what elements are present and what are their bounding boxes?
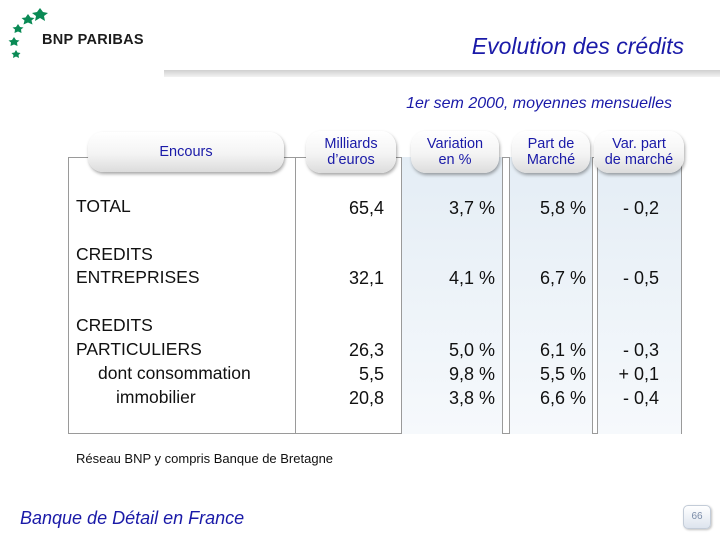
bnp-paribas-logo (8, 8, 48, 58)
variation-column (401, 157, 503, 434)
header-part-line1: Part de (527, 136, 575, 152)
row-particuliers-part-2: 5,5 % (539, 364, 586, 384)
header-varpart: Var. part de marché (594, 131, 684, 173)
header-milliards-line2: d’euros (327, 152, 375, 168)
row-particuliers-label-line2: PARTICULIERS (76, 339, 202, 359)
header-encours-label: Encours (159, 144, 213, 160)
row-entreprises-label-line2: ENTREPRISES (76, 267, 200, 287)
row-particuliers-milliards-1: 26,3 (348, 340, 384, 360)
row-entreprises-variation: 4,1 % (448, 268, 495, 288)
table-bottom-rule (68, 433, 680, 434)
row-particuliers-varpart-3: - 0,4 (622, 388, 659, 408)
row-entreprises-milliards: 32,1 (348, 268, 384, 288)
header-milliards-line1: Milliards (324, 136, 378, 152)
footer-label: Banque de Détail en France (20, 508, 245, 528)
row-total-part: 5,8 % (539, 198, 586, 218)
row-particuliers-milliards-2: 5,5 (358, 364, 384, 384)
row-particuliers-label-line3: dont consommation (98, 363, 251, 383)
header-varpart-line1: Var. part (612, 136, 666, 152)
row-particuliers-varpart-1: - 0,3 (622, 340, 659, 360)
row-particuliers-label-line1: CREDITS (76, 315, 153, 335)
row-particuliers-part-1: 6,1 % (539, 340, 586, 360)
header-variation-line2: en % (438, 152, 472, 168)
stars-icon (8, 8, 48, 58)
header-variation: Variation en % (411, 131, 499, 173)
brand-name: BNP PARIBAS (42, 32, 144, 48)
page-number: 66 (683, 505, 711, 529)
header-variation-line1: Variation (426, 136, 484, 152)
row-particuliers-variation-2: 9,8 % (448, 364, 495, 384)
label-column (68, 157, 296, 434)
row-total-label: TOTAL (76, 196, 131, 216)
row-total-varpart: - 0,2 (622, 198, 659, 218)
row-entreprises-varpart: - 0,5 (622, 268, 659, 288)
row-particuliers-varpart-2: + 0,1 (618, 364, 659, 384)
row-total-milliards: 65,4 (348, 198, 384, 218)
row-total-variation: 3,7 % (448, 198, 495, 218)
header-varpart-line2: de marché (604, 152, 674, 168)
row-particuliers-milliards-3: 20,8 (348, 388, 384, 408)
row-particuliers-variation-1: 5,0 % (448, 340, 495, 360)
row-particuliers-variation-3: 3,8 % (448, 388, 495, 408)
header-milliards: Milliards d’euros (306, 131, 396, 173)
header-part-line2: Marché (526, 152, 576, 168)
header-encours: Encours (88, 132, 284, 172)
subtitle: 1er sem 2000, moyennes mensuelles (406, 95, 672, 112)
header-part: Part de Marché (512, 131, 590, 173)
table-footnote: Réseau BNP y compris Banque de Bretagne (76, 451, 334, 466)
row-particuliers-part-3: 6,6 % (539, 388, 586, 408)
part-column (509, 157, 593, 434)
varpart-column (597, 157, 682, 434)
page-title: Evolution des crédits (471, 33, 684, 59)
row-entreprises-part: 6,7 % (539, 268, 586, 288)
row-entreprises-label-line1: CREDITS (76, 244, 153, 264)
row-particuliers-label-line4: immobilier (116, 387, 196, 407)
header-divider (164, 70, 720, 77)
